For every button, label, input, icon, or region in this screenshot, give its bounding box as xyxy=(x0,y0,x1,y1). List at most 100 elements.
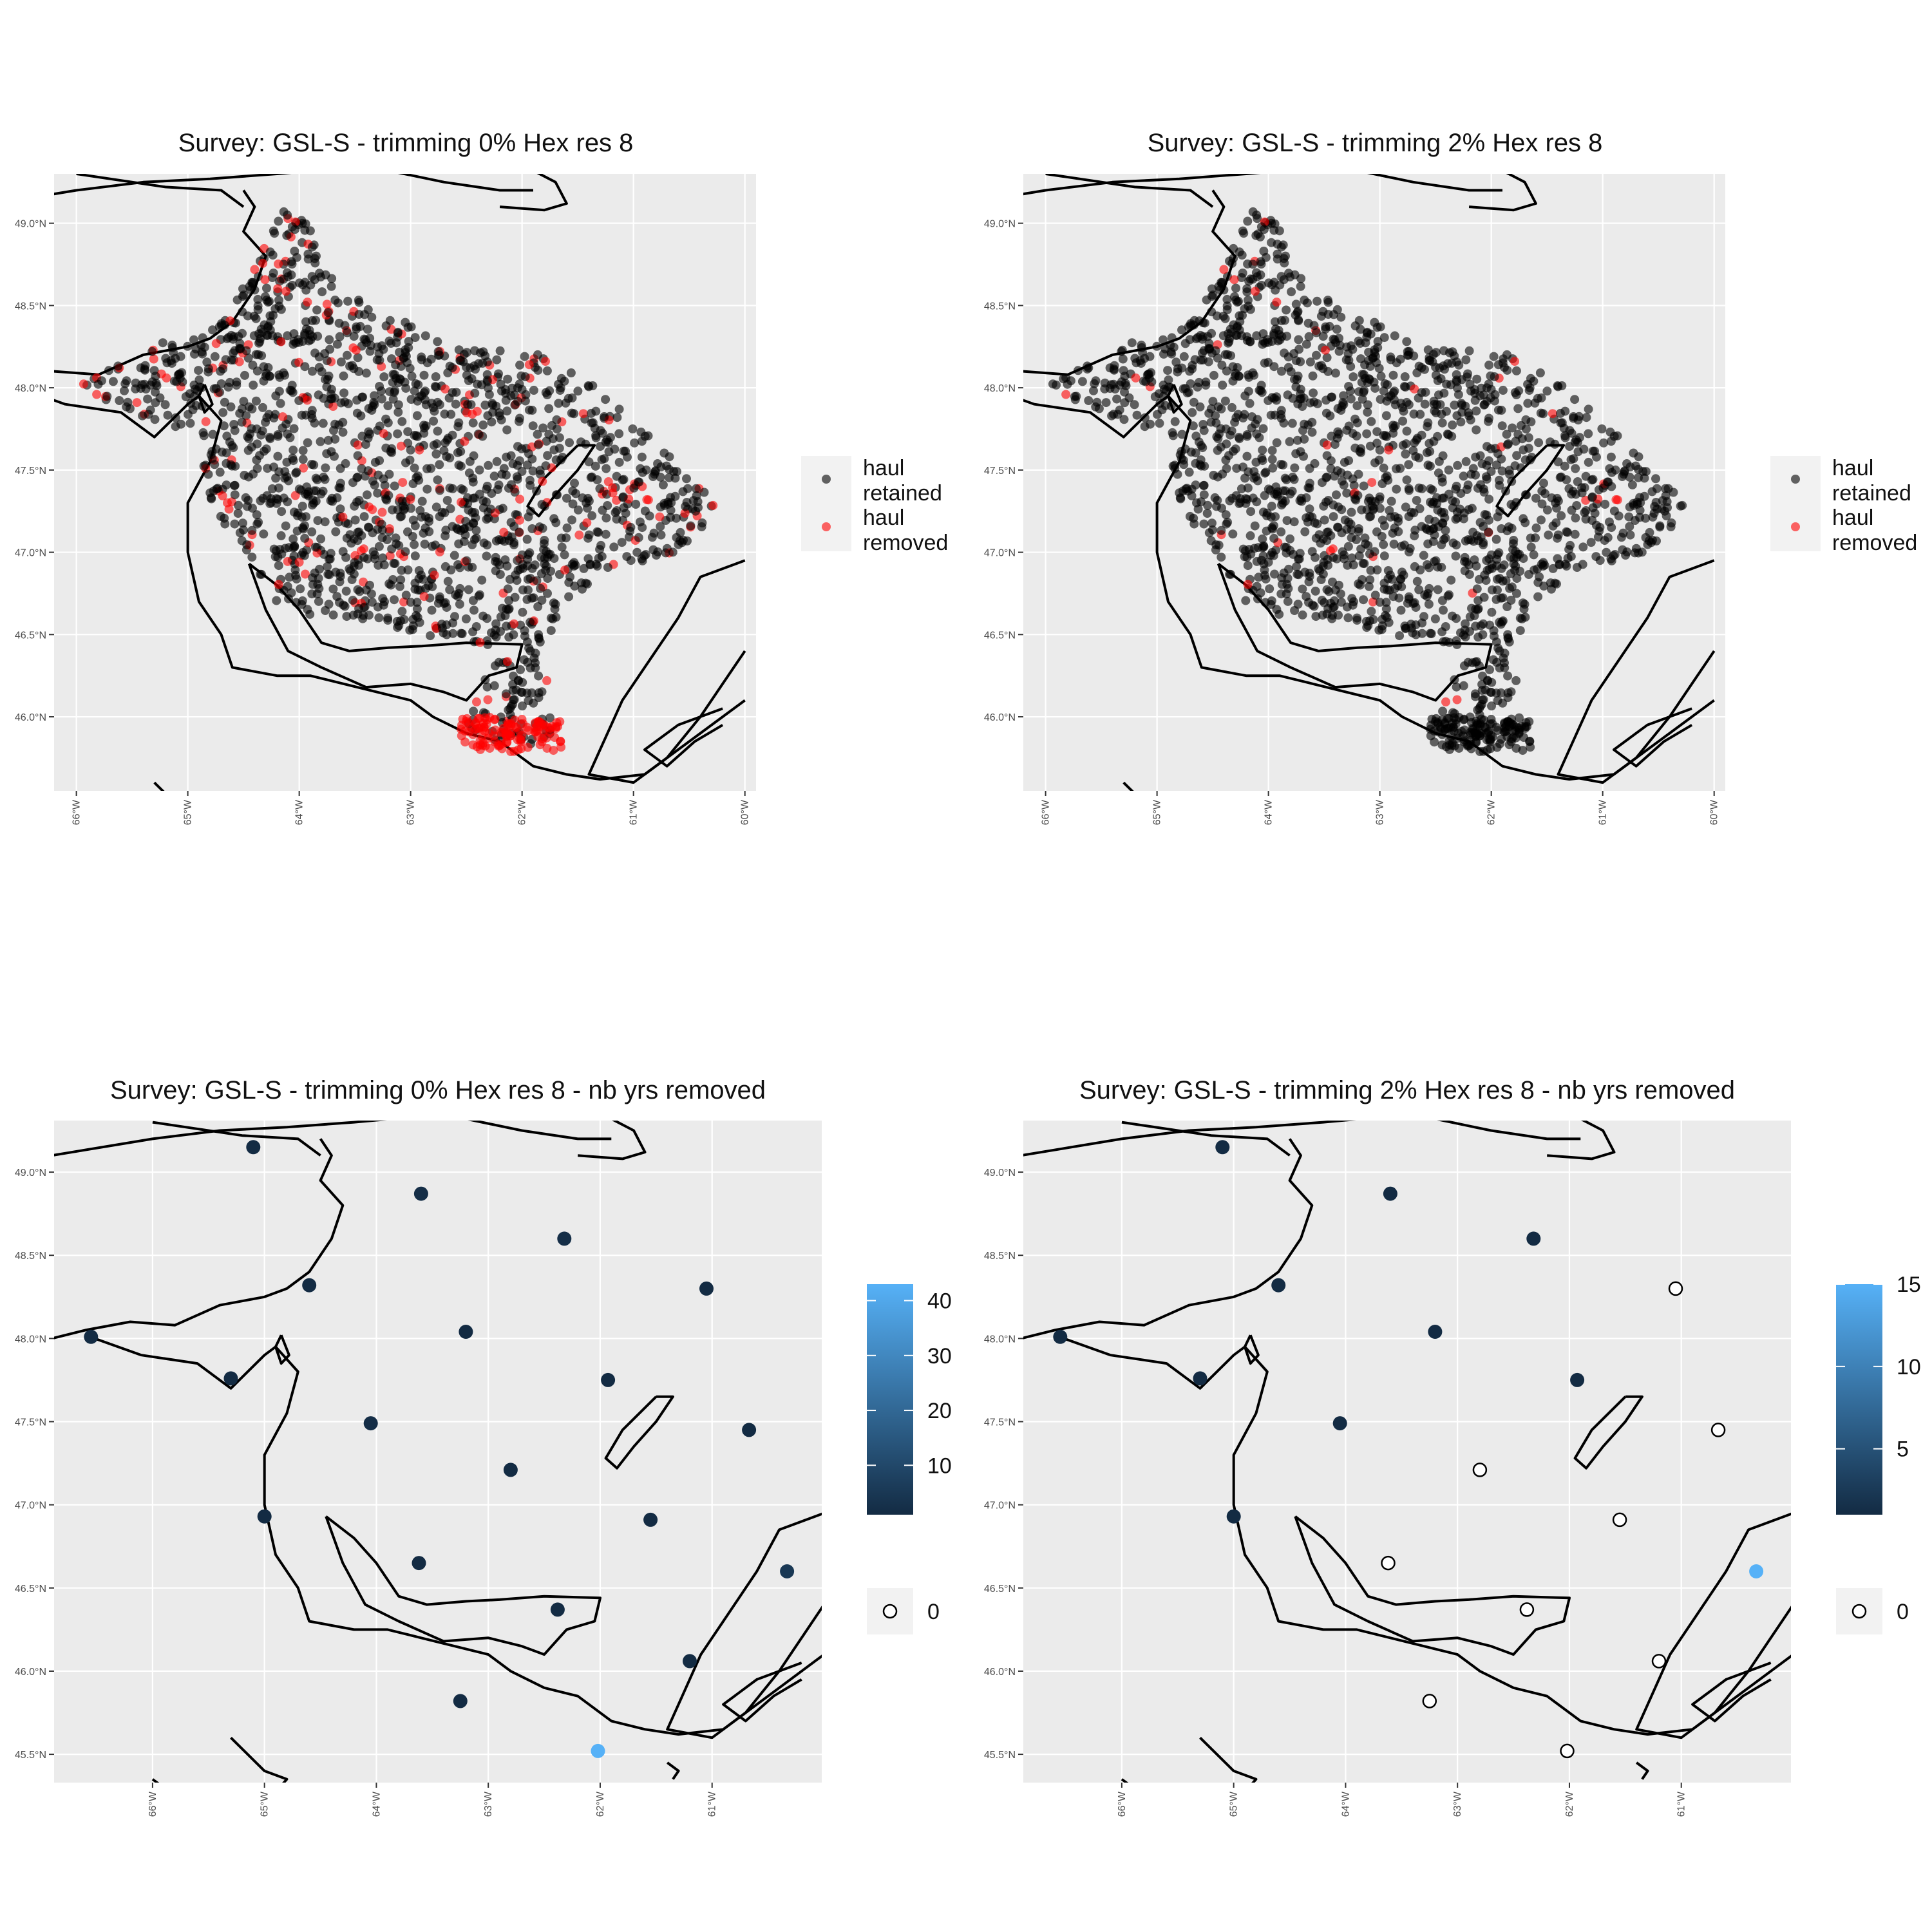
haul-retained-point xyxy=(1399,406,1408,416)
haul-removed-point xyxy=(473,714,483,723)
haul-retained-point xyxy=(1256,588,1265,598)
haul-retained-point xyxy=(1529,550,1539,560)
haul-retained-point xyxy=(524,643,534,653)
haul-retained-point xyxy=(1425,563,1434,573)
haul-retained-point xyxy=(1137,340,1146,350)
haul-retained-point xyxy=(396,616,405,625)
haul-retained-point xyxy=(310,568,319,578)
haul-retained-point xyxy=(319,393,328,403)
hex-center-point xyxy=(1428,1325,1443,1339)
legend-key-retained xyxy=(1791,475,1800,484)
haul-removed-point xyxy=(518,719,528,728)
haul-retained-point xyxy=(249,331,259,341)
haul-retained-point xyxy=(1430,737,1439,747)
haul-retained-point xyxy=(567,515,576,525)
haul-retained-point xyxy=(571,489,581,498)
haul-retained-point xyxy=(1287,287,1296,297)
haul-retained-point xyxy=(1437,562,1446,572)
haul-retained-point xyxy=(346,566,355,576)
haul-retained-point xyxy=(417,497,427,506)
graticule xyxy=(54,1121,822,1783)
haul-retained-point xyxy=(1322,527,1332,537)
haul-retained-point xyxy=(1490,396,1499,406)
haul-retained-point xyxy=(1089,386,1098,395)
haul-retained-point xyxy=(586,473,596,482)
haul-retained-point xyxy=(287,222,297,232)
haul-retained-point xyxy=(1630,548,1640,558)
haul-retained-point xyxy=(1245,337,1255,346)
haul-retained-point xyxy=(1534,438,1544,448)
haul-retained-point xyxy=(1475,391,1485,401)
haul-retained-point xyxy=(1206,417,1216,427)
haul-retained-point xyxy=(1439,605,1448,615)
haul-retained-point xyxy=(1598,483,1608,493)
haul-retained-point xyxy=(393,400,403,410)
haul-retained-point xyxy=(1209,471,1218,480)
haul-retained-point xyxy=(238,328,247,338)
haul-retained-point xyxy=(1289,349,1299,358)
haul-retained-point xyxy=(269,226,278,236)
haul-retained-point xyxy=(1616,533,1626,542)
haul-retained-point xyxy=(1282,305,1291,315)
haul-retained-point xyxy=(634,533,643,542)
haul-retained-point xyxy=(1091,376,1101,386)
haul-retained-point xyxy=(1452,375,1461,385)
haul-retained-point xyxy=(1286,367,1296,377)
haul-retained-point xyxy=(1488,719,1497,728)
haul-retained-point xyxy=(1411,451,1421,461)
haul-retained-point xyxy=(1595,522,1605,532)
haul-retained-point xyxy=(571,560,580,570)
haul-retained-point xyxy=(1344,421,1354,431)
haul-retained-point xyxy=(420,539,430,549)
haul-retained-point xyxy=(505,574,515,584)
lat-tick-label: 48.0°N xyxy=(15,383,46,394)
haul-retained-point xyxy=(1159,335,1168,345)
haul-removed-point xyxy=(680,509,690,518)
haul-retained-point xyxy=(1311,612,1321,621)
haul-retained-point xyxy=(590,423,600,433)
haul-removed-point xyxy=(223,498,232,507)
haul-retained-point xyxy=(330,419,340,429)
haul-removed-point xyxy=(495,741,504,750)
haul-removed-point xyxy=(1229,275,1239,285)
haul-retained-point xyxy=(467,374,477,384)
haul-removed-point xyxy=(290,491,300,500)
haul-retained-point xyxy=(1571,513,1580,523)
haul-retained-point xyxy=(312,589,322,599)
haul-retained-point xyxy=(338,417,348,427)
haul-retained-point xyxy=(1542,386,1552,396)
haul-retained-point xyxy=(1524,433,1533,442)
haul-removed-point xyxy=(301,569,310,579)
haul-retained-point xyxy=(1222,519,1231,529)
haul-retained-point xyxy=(1252,210,1262,220)
colorbar-tick-label: 30 xyxy=(927,1344,952,1368)
haul-retained-point xyxy=(1269,330,1279,340)
haul-retained-point xyxy=(482,551,491,561)
haul-retained-point xyxy=(1168,461,1178,471)
haul-retained-point xyxy=(1242,284,1252,294)
lon-tick-label: 65°W xyxy=(183,799,194,825)
colorbar-tick-label: 10 xyxy=(1897,1355,1921,1379)
haul-retained-point xyxy=(631,500,641,509)
haul-retained-point xyxy=(300,225,310,235)
haul-retained-point xyxy=(401,383,411,393)
haul-retained-point xyxy=(1452,540,1461,550)
haul-retained-point xyxy=(1291,449,1301,459)
haul-retained-point xyxy=(273,430,283,439)
haul-retained-point xyxy=(1189,397,1198,407)
haul-retained-point xyxy=(327,281,336,291)
haul-retained-point xyxy=(1352,418,1362,428)
haul-retained-point xyxy=(1443,430,1452,439)
haul-retained-point xyxy=(1417,363,1426,372)
haul-retained-point xyxy=(1542,505,1552,515)
haul-retained-point xyxy=(102,392,112,401)
legend: haul retained haul removed xyxy=(1770,456,1917,555)
haul-retained-point xyxy=(1372,527,1381,536)
haul-retained-point xyxy=(1312,328,1321,337)
hex-center-point xyxy=(1526,1231,1541,1246)
haul-retained-point xyxy=(649,545,658,554)
haul-retained-point xyxy=(463,400,473,410)
haul-retained-point xyxy=(529,386,538,395)
haul-retained-point xyxy=(1432,400,1442,410)
haul-retained-point xyxy=(191,401,201,410)
